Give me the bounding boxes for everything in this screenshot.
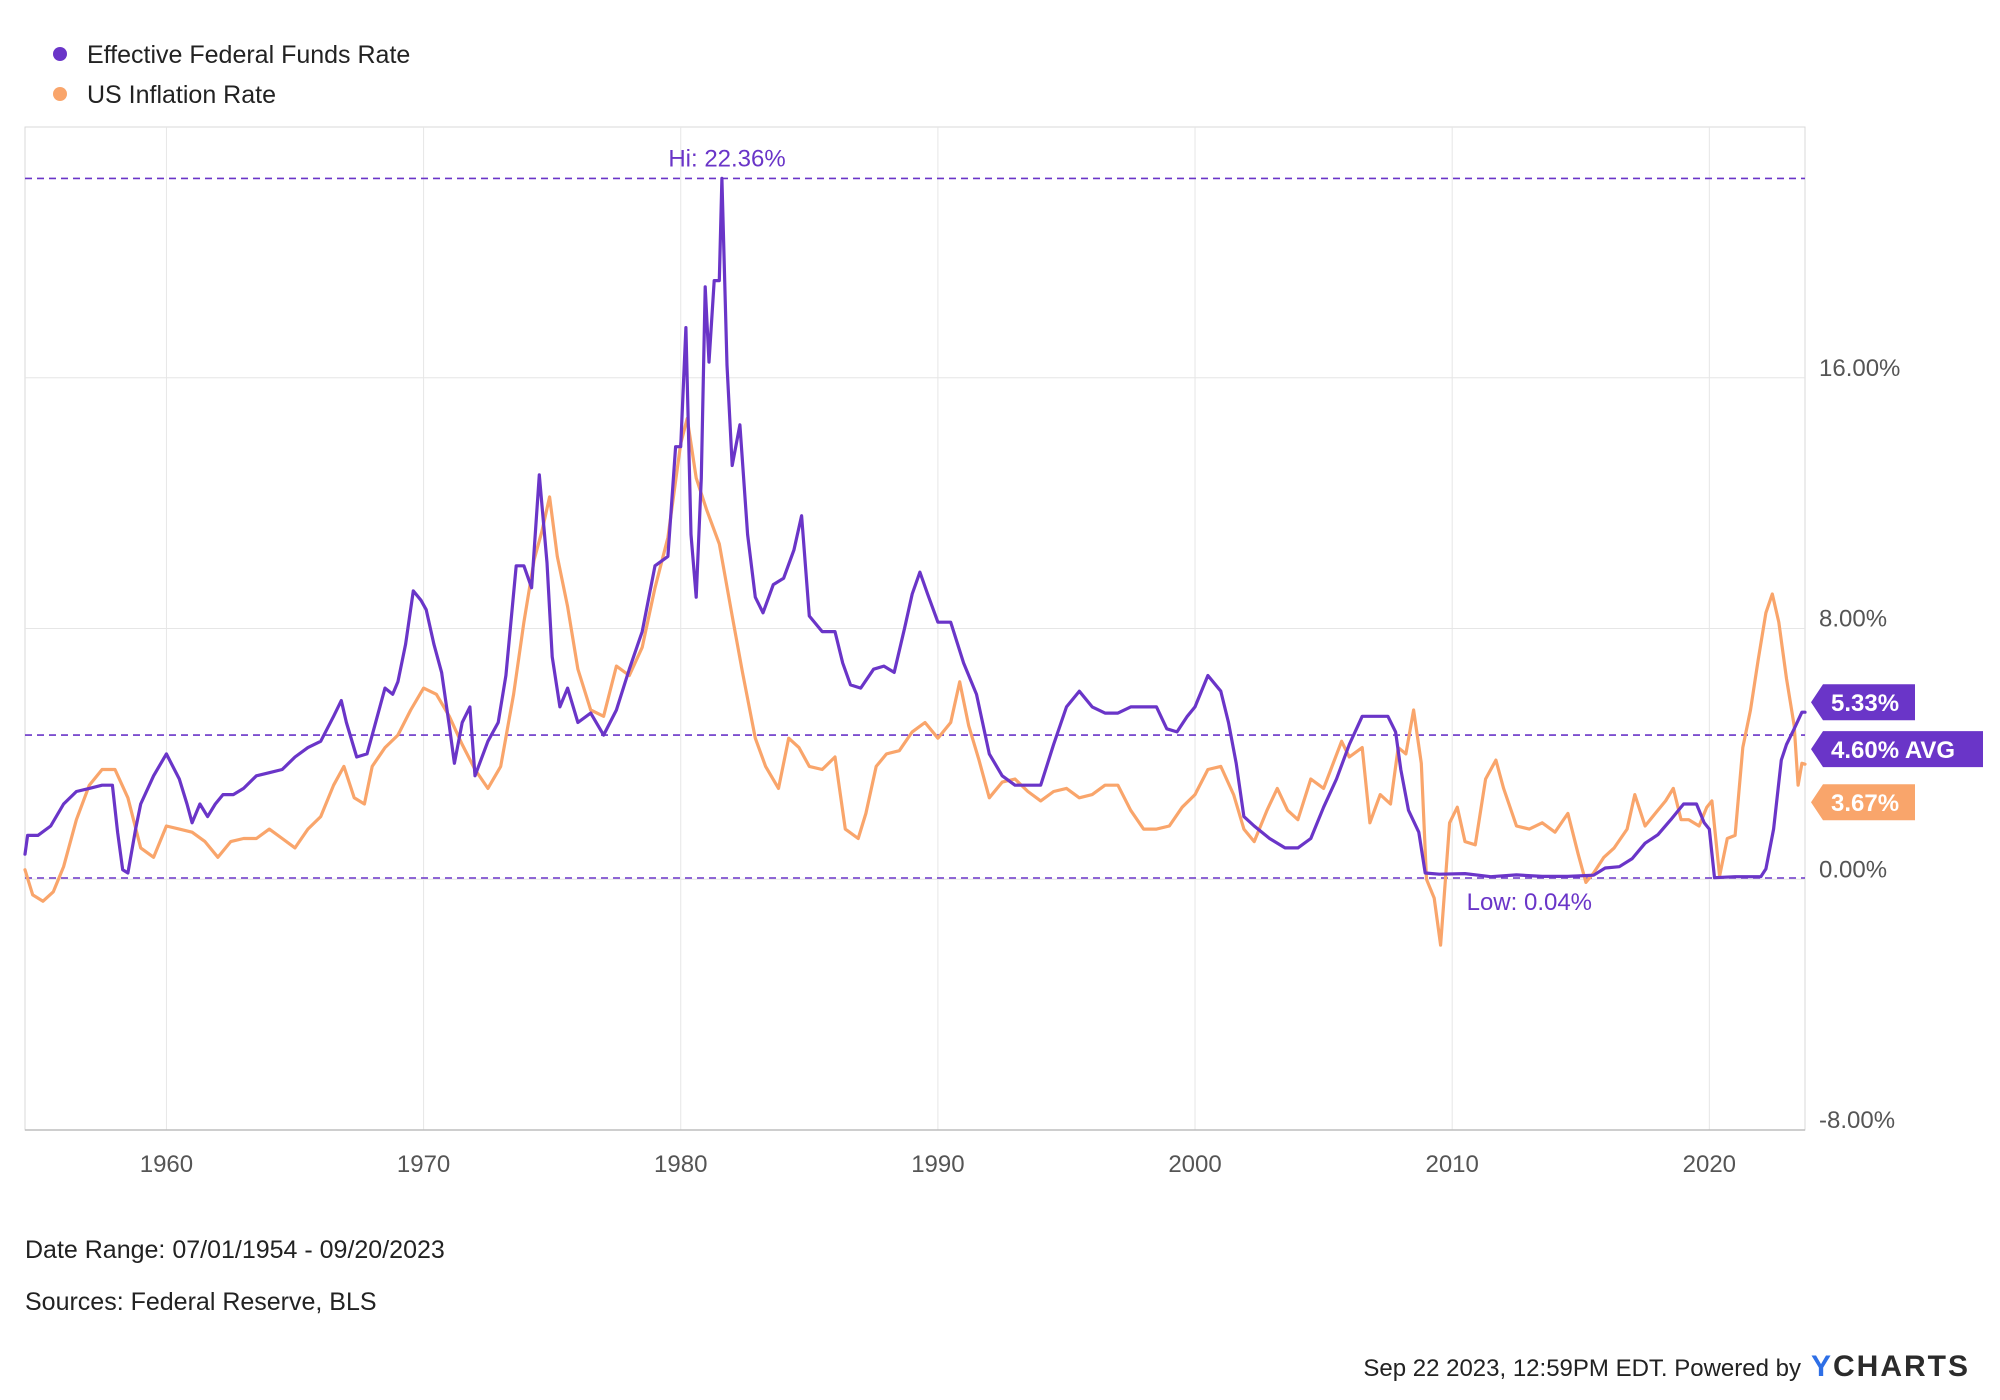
series-layer	[23, 176, 1807, 947]
x-tick-label: 1990	[911, 1151, 964, 1178]
x-tick-label: 1980	[654, 1151, 707, 1178]
axes: 1960 1970 1980 1990 2000 2010 2020 -8.00% 0.00% 8…	[25, 355, 1900, 1178]
x-tick-label: 2000	[1168, 1151, 1221, 1178]
timestamp-line: Sep 22 2023, 12:59PM EDT. Powered by YCH…	[1363, 1350, 1970, 1384]
ycharts-logo-y: Y	[1810, 1350, 1833, 1383]
series-line-fed	[23, 176, 1807, 880]
x-tick-label: 1960	[140, 1151, 193, 1178]
series-line-inflation	[23, 416, 1807, 947]
reference-line-label: Low: 0.04%	[1467, 889, 1592, 916]
timestamp-text: Sep 22 2023, 12:59PM EDT. Powered by	[1363, 1355, 1801, 1382]
end-badge-inflation	[1811, 784, 1915, 821]
x-tick-label: 2010	[1425, 1151, 1478, 1178]
legend: Effective Federal Funds Rate US Inflatio…	[53, 41, 410, 109]
date-range-text: Date Range: 07/01/1954 - 09/20/2023	[25, 1236, 445, 1264]
y-tick-label: 0.00%	[1819, 856, 1887, 883]
end-badge-label-inflation: 3.67%	[1831, 790, 1899, 817]
ycharts-logo[interactable]: YCHARTS	[1811, 1350, 1970, 1384]
ycharts-logo-rest: CHARTS	[1833, 1350, 1970, 1383]
x-tick-label: 2020	[1683, 1151, 1736, 1178]
reference-line-label: Hi: 22.36%	[668, 145, 785, 172]
grid	[25, 127, 1805, 1131]
y-tick-label: 8.00%	[1819, 606, 1887, 633]
legend-label-fed: Effective Federal Funds Rate	[87, 41, 410, 69]
reference-lines: Hi: 22.36% Low: 0.04%	[25, 145, 1805, 916]
end-badge-label-avg: 4.60% AVG	[1831, 737, 1955, 764]
legend-marker-fed	[53, 47, 67, 61]
y-tick-label: -8.00%	[1819, 1107, 1895, 1134]
end-badge-avg	[1811, 731, 1983, 768]
end-badge-label-fed: 5.33%	[1831, 690, 1899, 717]
legend-label-inflation: US Inflation Rate	[87, 81, 276, 109]
legend-marker-inflation	[53, 87, 67, 101]
sources-text: Sources: Federal Reserve, BLS	[25, 1288, 377, 1316]
end-value-badges: 5.33% 4.60% AVG 3.67%	[1811, 684, 1983, 821]
y-tick-label: 16.00%	[1819, 355, 1900, 382]
x-tick-label: 1970	[397, 1151, 450, 1178]
end-badge-fed	[1811, 684, 1915, 721]
